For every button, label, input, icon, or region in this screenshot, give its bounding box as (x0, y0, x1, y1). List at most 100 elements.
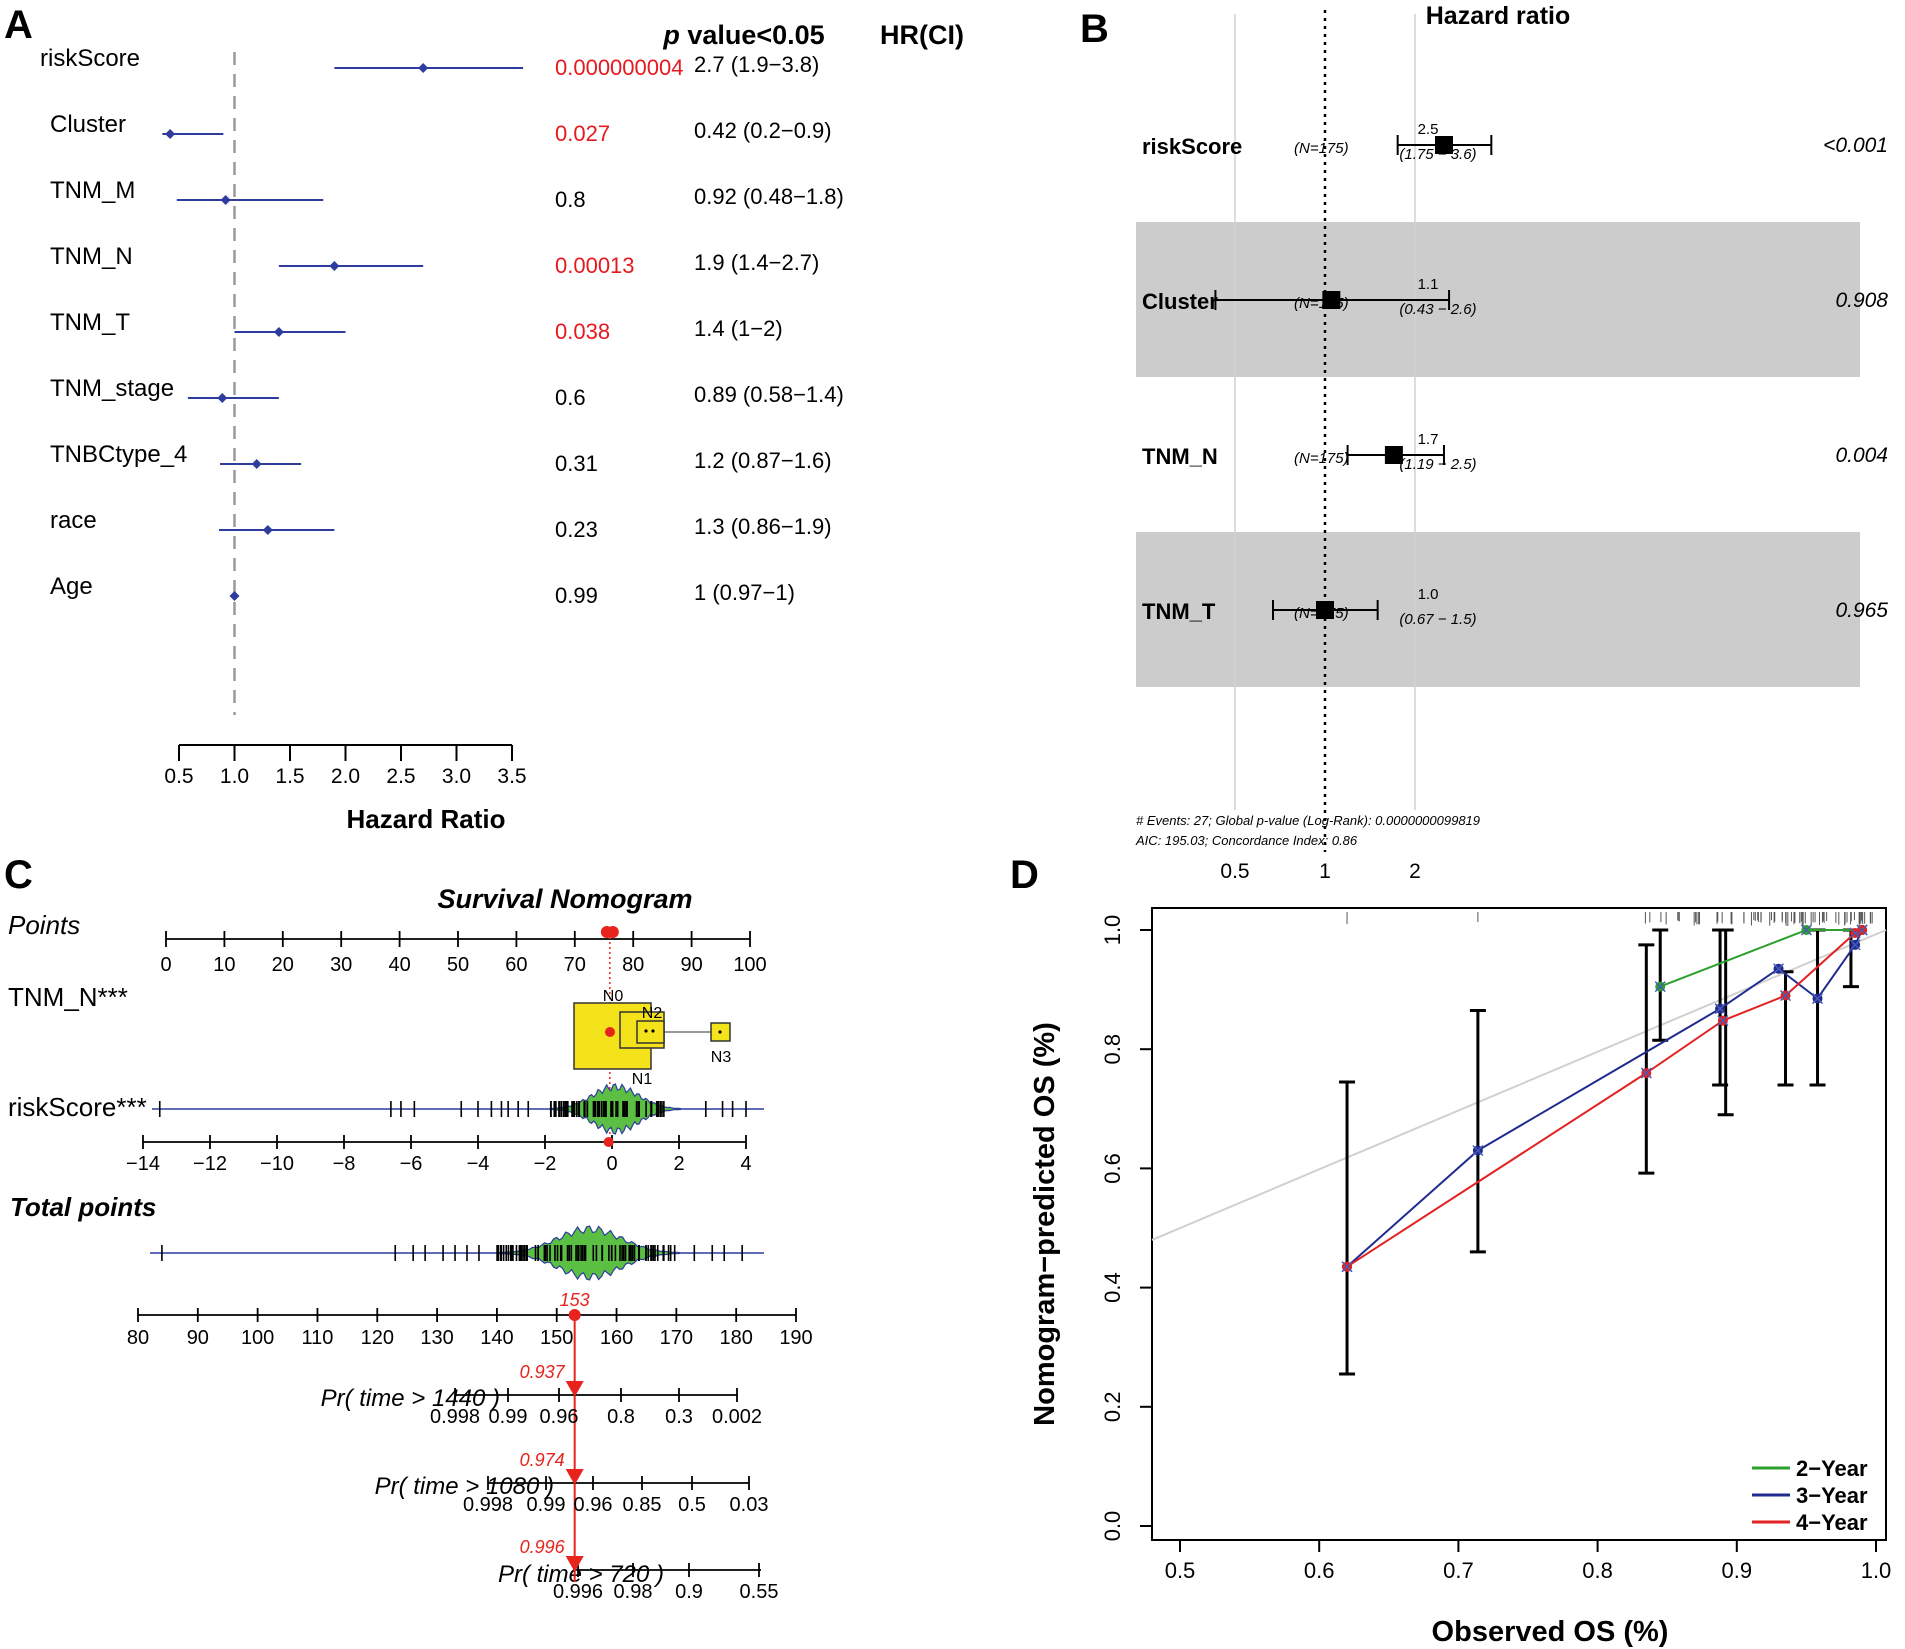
hr-marker-TNM_T (1316, 601, 1334, 619)
pr-1080-tick-label-0.85: 0.85 (623, 1494, 662, 1516)
riskscore-tick-label-−6: −6 (400, 1153, 423, 1175)
header-p-rest: value<0.05 (680, 20, 825, 50)
pr-1440-tick-label-0.99: 0.99 (489, 1406, 528, 1428)
hr-ci-TNBCtype_4: 1.2 (0.87−1.6) (694, 448, 832, 473)
total-tick-label-140: 140 (480, 1327, 513, 1349)
hr-ci-riskScore: 2.7 (1.9−3.8) (694, 52, 819, 77)
riskscore-tick-label-−8: −8 (333, 1153, 356, 1175)
total-tick-label-100: 100 (241, 1327, 274, 1349)
row-p-TNM_T: 0.965 (1835, 599, 1888, 622)
hr-marker-Cluster (165, 129, 176, 139)
pr-1440-tick-label-0.96: 0.96 (540, 1406, 579, 1428)
tnm-n-dot-n2a (644, 1029, 648, 1033)
p-value-TNM_M: 0.8 (555, 187, 586, 212)
row-hr-Cluster: 1.1 (1418, 276, 1439, 293)
row-hr-riskScore: 2.5 (1418, 121, 1439, 138)
tnm-n-box-n2 (636, 1020, 665, 1044)
panel-b-ticks: 0.5 1 2 (1220, 860, 1420, 883)
d-x-tick-label-0.6: 0.6 (1304, 1558, 1335, 1583)
header-p-italic: p (662, 20, 680, 50)
label-total-points: Total points (10, 1192, 156, 1222)
riskscore-tick-label-−4: −4 (467, 1153, 490, 1175)
row-n-Cluster: (N=175) (1294, 295, 1349, 312)
pr-1080-tick-label-0.96: 0.96 (574, 1494, 613, 1516)
ideal-line (1151, 929, 1887, 1241)
total-tick-label-150: 150 (540, 1327, 573, 1349)
points-tick-label-80: 80 (622, 954, 644, 976)
d-y-tick-label-0.6: 0.6 (1100, 1153, 1125, 1184)
selected-points-dot-2 (606, 926, 619, 938)
label-pr-720: Pr( time > 720 ) (498, 1561, 664, 1588)
pr-1440-tick-label-0.8: 0.8 (607, 1406, 635, 1428)
row-label-TNM_N: TNM_N (1142, 444, 1218, 469)
points-tick-label-10: 10 (213, 954, 235, 976)
p-value-Cluster: 0.027 (555, 121, 610, 146)
legend-label-2-year: 2−Year (1796, 1456, 1868, 1481)
total-tick-label-90: 90 (187, 1327, 209, 1349)
panel-d-plot-box (1151, 907, 1887, 1541)
riskscore-tick-label-−10: −10 (260, 1153, 294, 1175)
row-label-TNM_stage: TNM_stage (50, 375, 174, 402)
pr-1440-pointer (565, 1381, 584, 1397)
label-points: Points (8, 910, 80, 940)
p-value-TNM_stage: 0.6 (555, 385, 586, 410)
riskscore-tick-label-−2: −2 (534, 1153, 557, 1175)
row-label-TNM_N: TNM_N (50, 243, 133, 270)
series-cross-2-year (1800, 924, 1812, 936)
pr-720-value: 0.996 (520, 1537, 566, 1557)
points-tick-label-20: 20 (272, 954, 294, 976)
points-tick-label-50: 50 (447, 954, 469, 976)
row-p-Cluster: 0.908 (1835, 289, 1888, 312)
riskscore-tick-label-−12: −12 (193, 1153, 227, 1175)
d-x-tick-label-0.8: 0.8 (1582, 1558, 1613, 1583)
p-value-TNM_T: 0.038 (555, 319, 610, 344)
panel-d-ylabel: Nomogram−predicted OS (%) (1029, 1022, 1061, 1426)
p-value-TNBCtype_4: 0.31 (555, 451, 598, 476)
row-label-TNM_T: TNM_T (50, 309, 130, 336)
panel-b-gridlines (1234, 10, 1416, 852)
hr-marker-Cluster (1322, 291, 1341, 309)
tnm-n-dot-n2b (651, 1029, 655, 1033)
row-label-TNM_T: TNM_T (1142, 599, 1216, 624)
tnm-n-selected-dot (605, 1027, 615, 1037)
total-tick-label-130: 130 (420, 1327, 453, 1349)
x-tick-label-3.5: 3.5 (497, 765, 526, 788)
pr-1080-tick-label-0.03: 0.03 (730, 1494, 769, 1516)
total-selected-label: 153 (560, 1290, 590, 1310)
panel-d-calibration: D 0.5 0.6 0.7 0.8 0.9 1.0 0.0 0.2 0.4 0.6 0.8 1.0 2−… (1010, 853, 1891, 1648)
row-label-TNM_M: TNM_M (50, 177, 135, 204)
p-value-Age: 0.99 (555, 583, 598, 608)
pr-1080-pointer (565, 1469, 584, 1485)
series-cross-3-year (1472, 1144, 1484, 1157)
label-riskscore: riskScore*** (8, 1092, 147, 1122)
panel-d-xlabel: Observed OS (%) (1432, 1616, 1669, 1648)
points-tick-label-100: 100 (733, 954, 766, 976)
panel-c-letter: C (4, 853, 33, 897)
hr-marker-TNM_N (329, 261, 340, 271)
d-x-tick-label-1.0: 1.0 (1861, 1558, 1892, 1583)
series-cross-2-year (1654, 981, 1666, 993)
riskscore-tick-label-2: 2 (673, 1153, 684, 1175)
pr-1080-tick-label-0.5: 0.5 (678, 1494, 706, 1516)
hr-ci-TNM_M: 0.92 (0.48−1.8) (694, 184, 844, 209)
row-label-Cluster: Cluster (50, 111, 126, 138)
row-ci-TNM_T: (0.67 − 1.5) (1399, 611, 1476, 628)
hr-marker-TNM_M (220, 195, 231, 205)
hr-ci-Age: 1 (0.97−1) (694, 580, 795, 605)
tnm-n-label-n1: N1 (632, 1071, 653, 1088)
series-cross-3-year (1773, 963, 1785, 975)
points-tick-label-60: 60 (505, 954, 527, 976)
total-tick-label-180: 180 (719, 1327, 752, 1349)
panel-c-title: Survival Nomogram (437, 884, 692, 914)
hr-marker-TNM_T (273, 327, 284, 337)
hr-ci-TNM_stage: 0.89 (0.58−1.4) (694, 382, 844, 407)
row-label-Age: Age (50, 573, 93, 600)
panel-a-forest-plot: A p value<0.05 HR(CI) riskScore 0.0000000… (4, 3, 964, 834)
total-tick-label-190: 190 (779, 1327, 812, 1349)
hr-marker-riskScore (1434, 136, 1453, 154)
series-cross-4-year (1779, 990, 1792, 1002)
total-tick-label-170: 170 (660, 1327, 693, 1349)
pr-720-tick-label-0.9: 0.9 (675, 1581, 703, 1603)
